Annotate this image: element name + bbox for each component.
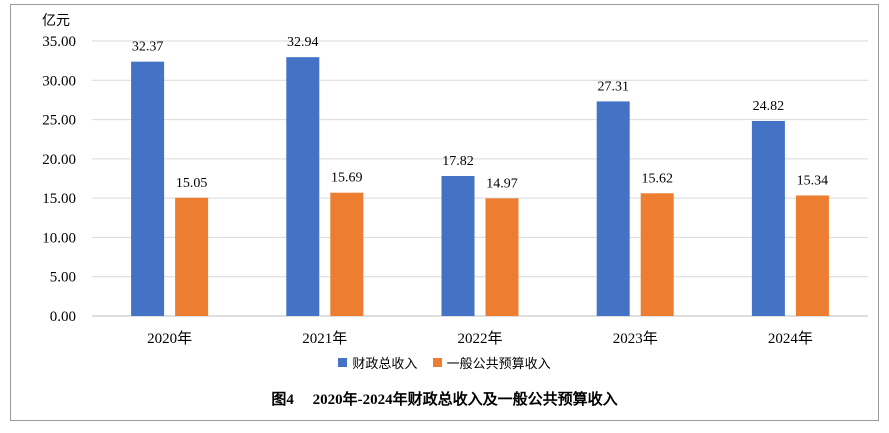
bar-budget	[795, 195, 829, 316]
data-label: 27.31	[597, 79, 629, 94]
y-tick-label: 5.00	[50, 270, 76, 286]
legend-swatch-revenue	[338, 358, 348, 367]
y-tick-label: 20.00	[42, 152, 76, 168]
y-tick-label: 10.00	[42, 230, 76, 246]
x-tick-label: 2022年	[457, 330, 502, 347]
y-tick-label: 0.00	[50, 309, 76, 325]
chart-title: 2020年-2024年财政总收入及一般公共预算收入	[312, 392, 618, 408]
legend-swatch-budget	[432, 358, 442, 367]
x-tick-label: 2020年	[147, 330, 192, 347]
data-label: 32.37	[132, 40, 164, 55]
legend-item-revenue: 财政总收入	[338, 353, 417, 372]
legend-item-budget: 一般公共预算收入	[432, 353, 551, 372]
data-label: 15.34	[797, 173, 829, 188]
data-label: 24.82	[753, 99, 785, 114]
data-label: 15.69	[331, 171, 363, 186]
data-label: 15.62	[641, 171, 673, 186]
bar-budget	[485, 198, 519, 316]
bar-revenue	[596, 101, 630, 317]
x-tick-label: 2024年	[768, 330, 813, 347]
data-label: 15.05	[176, 176, 208, 191]
bar-budget	[175, 197, 209, 316]
data-label: 14.97	[486, 176, 518, 191]
bar-revenue	[131, 61, 165, 316]
bar-revenue	[286, 57, 320, 316]
y-tick-label: 30.00	[42, 73, 76, 89]
bar-revenue	[751, 120, 785, 316]
data-label: 17.82	[442, 154, 474, 169]
x-tick-label: 2023年	[613, 330, 658, 347]
x-tick-label: 2021年	[302, 330, 347, 347]
legend-label-budget: 一般公共预算收入	[446, 356, 551, 371]
y-tick-label: 35.00	[42, 34, 76, 50]
bar-budget	[330, 192, 364, 316]
data-label: 32.94	[287, 35, 319, 50]
y-tick-label: 25.00	[42, 113, 76, 129]
bar-revenue	[441, 175, 475, 316]
bar-budget	[640, 193, 674, 316]
y-axis-unit: 亿元	[42, 14, 70, 29]
caption-label: 图4	[271, 392, 294, 408]
legend: 财政总收入 一般公共预算收入	[0, 353, 889, 372]
chart-caption: 图4 2020年-2024年财政总收入及一般公共预算收入	[0, 388, 889, 409]
y-tick-label: 15.00	[42, 191, 76, 207]
legend-label-revenue: 财政总收入	[352, 356, 418, 371]
